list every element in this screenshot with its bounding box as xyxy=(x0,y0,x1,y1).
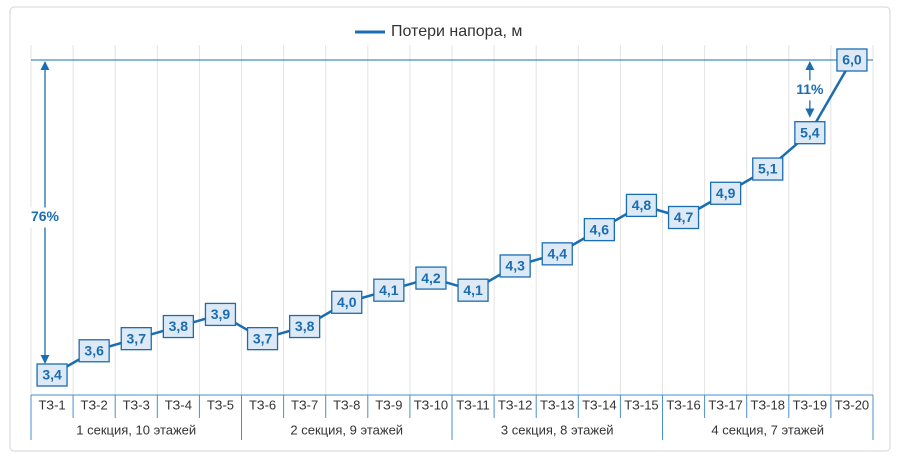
x-tick-label: ТЗ-7 xyxy=(291,397,318,412)
data-label: 4,6 xyxy=(590,221,610,237)
point-box xyxy=(625,193,658,218)
data-label: 3,9 xyxy=(211,306,231,322)
point-box xyxy=(794,121,826,145)
group-label: 4 секция, 7 этажей xyxy=(711,422,824,437)
x-tick-label: ТЗ-1 xyxy=(38,397,65,412)
x-tick-label: ТЗ-20 xyxy=(835,397,869,412)
point-box xyxy=(752,157,784,181)
chart-frame xyxy=(9,6,891,452)
point-box xyxy=(162,314,195,339)
x-tick-label: ТЗ-14 xyxy=(582,397,616,412)
data-label: 4,2 xyxy=(421,270,441,286)
data-label: 4,7 xyxy=(674,209,694,225)
data-label: 4,1 xyxy=(379,282,399,298)
annotation-label: 76% xyxy=(31,208,60,224)
point-box xyxy=(667,205,700,230)
point-box xyxy=(499,254,531,278)
group-label: 1 секция, 10 этажей xyxy=(76,422,196,437)
x-tick-label: ТЗ-16 xyxy=(666,397,700,412)
x-tick-label: ТЗ-13 xyxy=(540,397,574,412)
data-label: 4,0 xyxy=(337,294,357,310)
x-tick-label: ТЗ-5 xyxy=(207,397,234,412)
point-box xyxy=(204,302,237,327)
annotation-bg xyxy=(789,80,830,101)
x-tick-label: ТЗ-10 xyxy=(414,397,448,412)
x-tick-label: ТЗ-9 xyxy=(375,397,402,412)
point-box xyxy=(583,217,615,242)
data-label: 4,4 xyxy=(548,246,568,262)
data-label: 3,8 xyxy=(295,318,315,334)
x-tick-label: ТЗ-2 xyxy=(81,397,108,412)
point-box xyxy=(331,290,363,314)
data-label: 3,4 xyxy=(42,367,62,383)
annotation-label: 11% xyxy=(796,81,824,97)
point-box xyxy=(36,363,68,387)
x-tick-label: ТЗ-4 xyxy=(165,397,192,412)
data-label: 3,7 xyxy=(127,330,147,346)
point-box xyxy=(246,327,279,351)
group-label: 2 секция, 9 этажей xyxy=(290,422,403,437)
data-label: 4,9 xyxy=(716,185,736,201)
group-label: 3 секция, 8 этажей xyxy=(501,422,614,437)
point-box xyxy=(710,181,742,205)
data-label: 5,4 xyxy=(800,124,820,140)
legend-label: Потери напора, м xyxy=(391,23,522,40)
point-box xyxy=(457,278,489,302)
data-label: 3,7 xyxy=(253,330,273,346)
x-tick-label: ТЗ-11 xyxy=(456,397,489,412)
annotation-bg xyxy=(25,207,65,228)
data-label: 4,1 xyxy=(463,282,483,298)
x-tick-label: ТЗ-17 xyxy=(708,397,742,412)
point-box xyxy=(415,266,447,290)
x-tick-label: ТЗ-6 xyxy=(249,397,276,412)
point-box xyxy=(836,48,868,72)
point-box xyxy=(120,327,152,351)
x-tick-label: ТЗ-15 xyxy=(624,397,658,412)
x-tick-label: ТЗ-3 xyxy=(123,397,150,412)
point-box xyxy=(78,339,110,363)
data-label: 3,8 xyxy=(169,318,189,334)
data-label: 3,6 xyxy=(84,342,104,358)
data-label: 5,1 xyxy=(758,161,778,177)
x-tick-label: ТЗ-8 xyxy=(333,397,360,412)
x-tick-label: ТЗ-12 xyxy=(498,397,532,412)
x-tick-label: ТЗ-19 xyxy=(793,397,827,412)
point-box xyxy=(373,278,405,302)
data-label: 4,3 xyxy=(505,258,525,274)
point-box xyxy=(288,314,321,339)
x-tick-label: ТЗ-18 xyxy=(751,397,785,412)
data-label: 4,8 xyxy=(632,197,652,213)
data-label: 6,0 xyxy=(842,52,862,68)
point-box xyxy=(541,242,573,266)
